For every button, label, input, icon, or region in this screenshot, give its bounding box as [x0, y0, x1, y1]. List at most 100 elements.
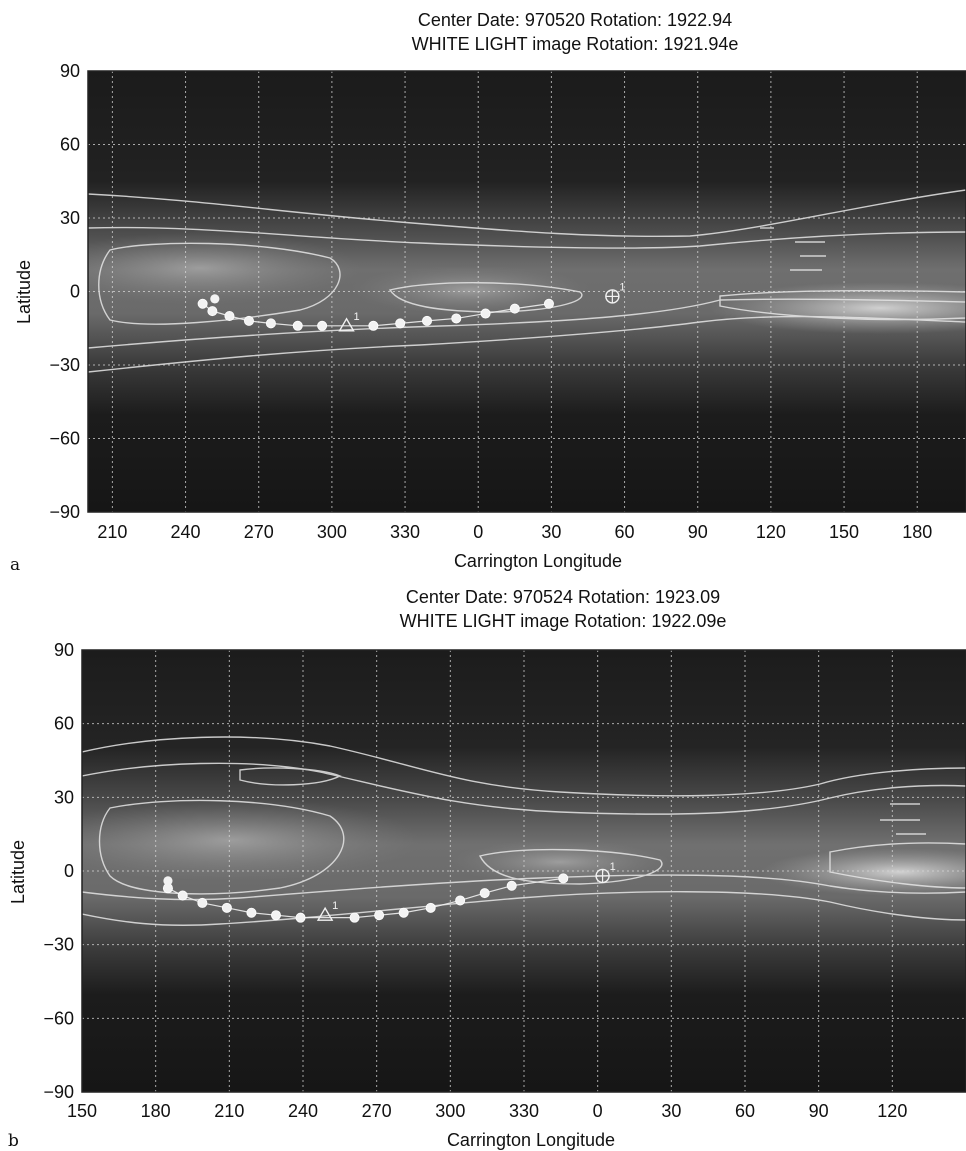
chart-a-data-point — [480, 308, 491, 319]
chart-a-y-tick-label: −30 — [49, 355, 80, 375]
chart-a-y-axis-label: Latitude — [14, 260, 34, 324]
chart-a-grid — [88, 71, 966, 512]
chart-b-x-tick-label: 30 — [661, 1101, 681, 1121]
panel-a: Center Date: 970520 Rotation: 1922.94 WH… — [0, 0, 966, 575]
chart-b-y-tick-label: −90 — [43, 1082, 74, 1102]
chart-a-data-point — [224, 310, 235, 321]
chart-b-svg: Center Date: 970524 Rotation: 1923.09 WH… — [8, 587, 966, 1151]
chart-b-data-point — [221, 902, 232, 913]
chart-a-x-tick-label: 60 — [615, 522, 635, 542]
chart-a-data-point — [197, 298, 208, 309]
chart-b-x-tick-label: 180 — [141, 1101, 171, 1121]
chart-a-x-tick-label: 240 — [171, 522, 201, 542]
chart-b-y-tick-label: 30 — [54, 787, 74, 807]
chart-b-data-point — [197, 897, 208, 908]
chart-b-x-tick-label: 150 — [67, 1101, 97, 1121]
chart-a-series — [197, 298, 554, 331]
chart-b-data-point — [425, 902, 436, 913]
chart-b-data-point — [295, 912, 306, 923]
chart-a-plot-frame — [87, 70, 966, 513]
chart-b-data-point — [374, 910, 385, 921]
chart-b-data-point — [479, 888, 490, 899]
chart-a-marker-label: 1 — [354, 311, 360, 323]
chart-a-markers: 11 — [210, 281, 625, 332]
chart-b-plot-frame — [81, 649, 966, 1093]
chart-b-x-axis-label: Carrington Longitude — [447, 1130, 615, 1150]
chart-a-data-point — [207, 306, 218, 317]
chart-b-x-tick-label: 120 — [877, 1101, 907, 1121]
chart-a-x-tick-label: 120 — [756, 522, 786, 542]
chart-a-data-point — [243, 315, 254, 326]
chart-b-marker-label: 1 — [610, 861, 616, 873]
chart-a-svg: Center Date: 970520 Rotation: 1922.94 WH… — [10, 10, 966, 575]
chart-b-title-line1: Center Date: 970524 Rotation: 1923.09 — [406, 587, 720, 607]
chart-b-y-axis-label: Latitude — [8, 840, 28, 904]
chart-a-data-point — [317, 320, 328, 331]
chart-b-data-point — [177, 890, 188, 901]
chart-b-x-tick-label: 60 — [735, 1101, 755, 1121]
chart-a-data-point — [509, 303, 520, 314]
chart-a-data-point — [395, 318, 406, 329]
chart-b-x-tick-label: 240 — [288, 1101, 318, 1121]
chart-a-marker-label: 1 — [619, 281, 625, 293]
chart-b-data-point — [349, 912, 360, 923]
chart-b-markers: 11 — [163, 861, 616, 921]
chart-a-data-point — [422, 315, 433, 326]
chart-a-x-axis-label: Carrington Longitude — [454, 551, 622, 571]
chart-a-y-tick-label: −90 — [49, 502, 80, 522]
chart-b-x-tick-label: 210 — [214, 1101, 244, 1121]
chart-b-y-tick-label: −60 — [43, 1008, 74, 1028]
chart-a-x-ticks: 210 240 270 300 330 0 30 60 90 120 150 180 — [97, 522, 932, 542]
chart-a-data-point — [265, 318, 276, 329]
chart-a-contours — [88, 189, 966, 373]
chart-b-y-tick-label: 0 — [64, 861, 74, 881]
chart-b-title: Center Date: 970524 Rotation: 1923.09 WH… — [400, 587, 727, 631]
chart-a-data-point — [543, 298, 554, 309]
panel-b: Center Date: 970524 Rotation: 1923.09 WH… — [0, 576, 966, 1151]
chart-b-y-tick-label: 60 — [54, 714, 74, 734]
chart-b-series — [162, 873, 569, 923]
chart-b-data-point — [506, 880, 517, 891]
chart-a-x-tick-label: 90 — [688, 522, 708, 542]
chart-a-x-tick-label: 210 — [97, 522, 127, 542]
chart-a-x-tick-label: 300 — [317, 522, 347, 542]
chart-b-x-tick-label: 270 — [362, 1101, 392, 1121]
chart-a-triangle-marker — [338, 317, 355, 332]
chart-a-extra-point — [210, 294, 220, 304]
chart-a-x-tick-label: 270 — [244, 522, 274, 542]
chart-a-y-tick-label: 30 — [60, 208, 80, 228]
chart-a-y-tick-label: 60 — [60, 135, 80, 155]
chart-b-title-line2: WHITE LIGHT image Rotation: 1922.09e — [400, 611, 727, 631]
chart-b-data-point — [455, 895, 466, 906]
chart-a-y-tick-label: 0 — [70, 282, 80, 302]
chart-a-x-tick-label: 30 — [541, 522, 561, 542]
chart-b-x-tick-label: 330 — [509, 1101, 539, 1121]
chart-a-y-ticks: 90 60 30 0 −30 −60 −90 — [49, 61, 80, 522]
chart-a-x-tick-label: 180 — [902, 522, 932, 542]
chart-b-y-tick-label: −30 — [43, 935, 74, 955]
chart-a-data-point — [292, 320, 303, 331]
chart-b-data-point — [558, 873, 569, 884]
chart-a-data-point — [451, 313, 462, 324]
chart-b-y-tick-label: 90 — [54, 640, 74, 660]
chart-a-title: Center Date: 970520 Rotation: 1922.94 WH… — [412, 10, 739, 54]
chart-b-data-point — [398, 907, 409, 918]
chart-b-extra-point — [163, 876, 173, 886]
chart-a-bright-region-east — [710, 282, 966, 334]
chart-a-title-line2: WHITE LIGHT image Rotation: 1921.94e — [412, 34, 739, 54]
chart-b-marker-label: 1 — [332, 900, 338, 912]
chart-a-y-tick-label: 90 — [60, 61, 80, 81]
chart-b-data-point — [270, 910, 281, 921]
chart-b-panel-label: b — [8, 1131, 19, 1151]
chart-a-x-tick-label: 0 — [473, 522, 483, 542]
chart-b-contours — [82, 736, 966, 926]
chart-b-x-ticks: 150 180 210 240 270 300 330 0 30 60 90 120 — [67, 1101, 907, 1121]
chart-b-bright-region-east — [760, 848, 966, 896]
chart-a-panel-label: a — [10, 555, 20, 575]
chart-b-bright-region-west — [82, 798, 420, 882]
chart-b-data-point — [246, 907, 257, 918]
chart-b-x-tick-label: 90 — [809, 1101, 829, 1121]
chart-a-y-tick-label: −60 — [49, 429, 80, 449]
chart-b-bright-region-center — [450, 840, 670, 884]
chart-b-x-tick-label: 300 — [435, 1101, 465, 1121]
